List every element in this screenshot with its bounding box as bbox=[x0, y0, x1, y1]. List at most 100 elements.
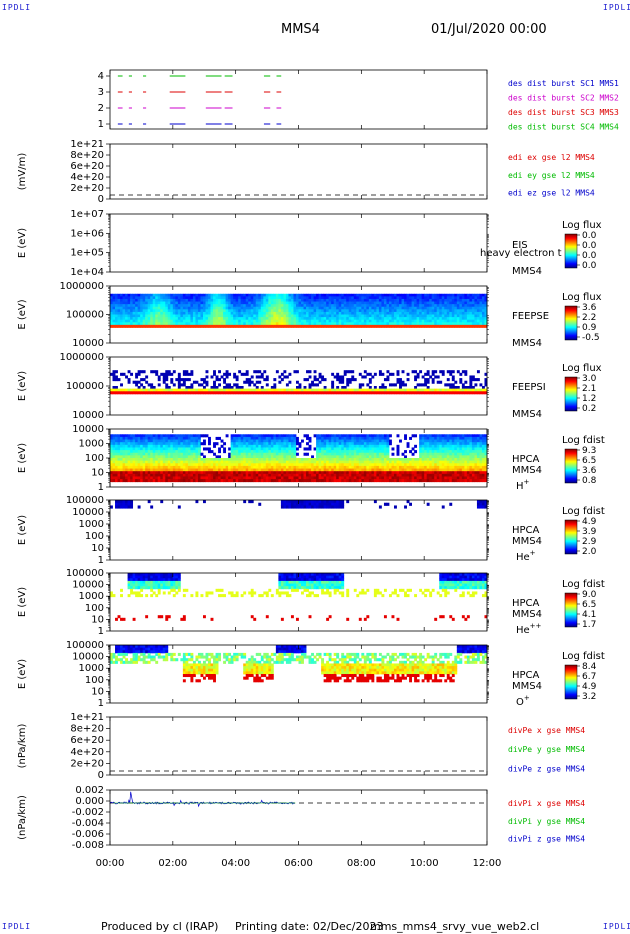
spectrogram-cell bbox=[283, 434, 287, 438]
spectrogram-cell bbox=[225, 465, 229, 469]
spectrogram-cell bbox=[165, 322, 169, 326]
spectrogram-cell bbox=[233, 298, 237, 302]
spectrogram-cell bbox=[479, 296, 483, 300]
spectrogram-cell bbox=[162, 460, 166, 464]
spectrogram-cell bbox=[258, 380, 262, 384]
spectrogram-cell bbox=[253, 309, 257, 313]
spectrogram-cell bbox=[167, 463, 171, 467]
spectrogram-cell bbox=[137, 372, 141, 376]
spectrogram-cell bbox=[155, 450, 159, 454]
spectrogram-cell bbox=[210, 473, 214, 477]
spectrogram-cell bbox=[190, 434, 194, 438]
spectrogram-cell bbox=[313, 324, 317, 328]
spectrogram-cell bbox=[263, 293, 267, 297]
spectrogram-cell bbox=[280, 298, 284, 302]
spectrogram-cell bbox=[293, 324, 297, 328]
spectrogram-cell bbox=[187, 391, 191, 395]
spectrogram-cell bbox=[110, 471, 113, 475]
spectrogram-cell bbox=[386, 370, 390, 374]
spectrogram-cell bbox=[197, 473, 201, 477]
spectrogram-cell bbox=[331, 319, 335, 323]
spectrogram-cell bbox=[157, 452, 161, 456]
spectrogram-cell bbox=[391, 391, 395, 395]
spectrogram-cell bbox=[391, 476, 395, 480]
spectrogram-cell bbox=[142, 444, 146, 448]
spectrogram-cell bbox=[323, 468, 327, 472]
spectrogram-cell bbox=[278, 304, 282, 308]
spectrogram-cell bbox=[414, 386, 418, 390]
spectrogram-cell bbox=[394, 388, 397, 392]
spectrogram-cell bbox=[336, 293, 340, 297]
spectrogram-cell bbox=[318, 388, 322, 392]
spectrogram-cell bbox=[303, 391, 307, 395]
spectrogram-cell bbox=[275, 391, 279, 395]
spectrogram-cell bbox=[208, 460, 211, 464]
spectrogram-cell bbox=[306, 311, 309, 315]
spectrogram-cell bbox=[132, 434, 136, 438]
spectrogram-cell bbox=[177, 306, 181, 310]
spectrogram-cell bbox=[117, 436, 121, 440]
spectrogram-cell bbox=[255, 375, 259, 379]
spectrogram-cell bbox=[245, 322, 249, 326]
spectrogram-cell bbox=[321, 450, 325, 454]
spectrogram-cell bbox=[142, 468, 146, 472]
spectrogram-cell bbox=[326, 447, 330, 451]
spectrogram-cell bbox=[258, 298, 262, 302]
spectrogram-cell bbox=[160, 311, 164, 315]
spectrogram-cell bbox=[117, 388, 121, 392]
spectrogram-cell bbox=[288, 298, 292, 302]
spectrogram-cell bbox=[388, 391, 392, 395]
spectrogram-cell bbox=[228, 383, 232, 387]
spectrogram-cell bbox=[371, 298, 375, 302]
spectrogram-cell bbox=[466, 317, 470, 321]
spectrogram-cell bbox=[346, 447, 350, 451]
spectrogram-cell bbox=[308, 386, 312, 390]
spectrogram-cell bbox=[303, 463, 307, 467]
spectrogram-cell bbox=[147, 388, 151, 392]
spectrogram-cell bbox=[243, 460, 247, 464]
spectrogram-cell bbox=[140, 324, 144, 328]
spectrogram-cell bbox=[230, 317, 234, 321]
spectrogram-cell bbox=[142, 388, 146, 392]
spectrogram-cell bbox=[248, 460, 252, 464]
spectrogram-cell bbox=[316, 301, 320, 305]
spectrogram-cell bbox=[175, 452, 179, 456]
spectrogram-cell bbox=[311, 465, 314, 469]
spectrogram-cell bbox=[255, 293, 259, 297]
spectrogram-cell bbox=[225, 296, 229, 300]
spectrogram-cell bbox=[132, 450, 136, 454]
spectrogram-cell bbox=[145, 439, 149, 443]
spectrogram-cell bbox=[157, 465, 161, 469]
spectrogram-cell bbox=[431, 309, 435, 313]
spectrogram-cell bbox=[208, 391, 211, 395]
spectrogram-cell bbox=[321, 296, 325, 300]
spectrogram-cell bbox=[321, 375, 325, 379]
spectrogram-cell bbox=[306, 322, 309, 326]
spectrogram-cell bbox=[368, 450, 372, 454]
spectrogram-cell bbox=[278, 463, 282, 467]
spectrogram-cell bbox=[175, 293, 179, 297]
spectrogram-cell bbox=[177, 447, 181, 451]
spectrogram-cell bbox=[361, 463, 365, 467]
spectrogram-cell bbox=[258, 436, 262, 440]
spectrogram-cell bbox=[147, 479, 151, 483]
spectrogram-cell bbox=[361, 301, 365, 305]
spectrogram-cell bbox=[177, 372, 181, 376]
spectrogram-cell bbox=[137, 386, 141, 390]
spectrogram-cell bbox=[112, 458, 116, 462]
spectrogram-cell bbox=[215, 311, 219, 315]
spectrogram-cell bbox=[346, 473, 350, 477]
spectrogram-cell bbox=[288, 301, 292, 305]
spectrogram-cell bbox=[205, 434, 209, 438]
spectrogram-cell bbox=[235, 452, 239, 456]
y-tick-label: 1e+21 bbox=[70, 139, 104, 150]
spectrogram-cell bbox=[308, 463, 312, 467]
spectrogram-cell bbox=[378, 306, 382, 310]
spectrogram-cell bbox=[205, 322, 209, 326]
spectrogram-cell bbox=[185, 465, 189, 469]
spectrogram-cell bbox=[449, 372, 453, 376]
spectrogram-cell bbox=[228, 447, 232, 451]
spectrogram-cell bbox=[238, 322, 242, 326]
spectrogram-cell bbox=[481, 317, 485, 321]
spectrogram-cell bbox=[459, 298, 463, 302]
